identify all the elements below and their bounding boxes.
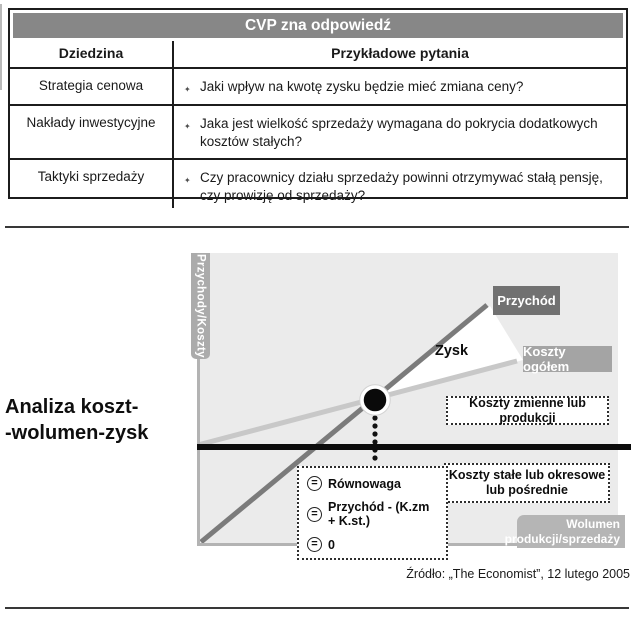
column-header-questions: Przykładowe pytania	[331, 45, 469, 61]
question-text: Jaki wpływ na kwotę zysku będzie mieć zm…	[200, 79, 524, 94]
section-divider-rule	[5, 226, 629, 228]
fixed-costs-label-line1: Koszty stałe lub okresowe	[448, 468, 606, 482]
page-edge-artifact	[0, 4, 2, 90]
variable-costs-box: Koszty zmienne lub produkcji	[446, 396, 609, 425]
breakeven-projection-dotted-line	[372, 415, 378, 461]
fixed-costs-line	[197, 444, 631, 450]
equals-circle-icon: =	[307, 476, 322, 491]
figure-caption-line2: -wolumen-zysk	[5, 422, 149, 444]
figure-caption-line1: Analiza koszt-	[5, 396, 139, 418]
legend-row: = 0	[307, 537, 440, 552]
table-title: CVP zna odpowiedź	[13, 13, 623, 38]
x-axis-label-tag: Wolumen produkcji/sprzedaży	[505, 515, 625, 548]
table-row-domain: Strategia cenowa	[10, 67, 174, 104]
profit-label: Zysk	[435, 343, 469, 359]
table-row-question: ✦ Czy pracownicy działu sprzedaży powinn…	[174, 158, 626, 208]
legend-row: = Przychód - (K.zm + K.st.)	[307, 500, 440, 528]
source-citation: Źródło: „The Economist”, 12 lutego 2005	[406, 567, 630, 581]
y-axis-label-tab: Przychody/Koszty	[191, 253, 210, 359]
legend-label: Równowaga	[328, 476, 401, 491]
equals-circle-icon: =	[307, 506, 322, 522]
fixed-costs-box: Koszty stałe lub okresowe lub pośrednie	[444, 463, 610, 503]
breakeven-dot-halo	[359, 384, 391, 416]
table-row-domain: Taktyki sprzedaży	[10, 158, 174, 208]
cvp-table: CVP zna odpowiedź Dziedzina Przykładowe …	[8, 8, 628, 208]
legend-row: = Równowaga	[307, 476, 440, 491]
diamond-bullet-icon: ✦	[184, 176, 191, 185]
profit-wedge	[375, 306, 523, 400]
x-axis-label-line2: produkcji/sprzedaży	[504, 531, 620, 546]
figure-caption: Analiza koszt- -wolumen-zysk	[5, 394, 148, 446]
table-row-question: ✦ Jaka jest wielkość sprzedaży wymagana …	[174, 104, 626, 158]
y-axis-label: Przychody/Koszty	[194, 254, 207, 358]
total-costs-tag: Koszty ogółem	[523, 344, 612, 374]
revenue-line	[200, 303, 489, 543]
revenue-tag: Przychód	[493, 286, 560, 315]
legend-label: 0	[328, 537, 335, 552]
equals-circle-icon: =	[307, 537, 322, 552]
legend-label: Przychód - (K.zm + K.st.)	[328, 500, 430, 528]
table-row-question: ✦ Jaki wpływ na kwotę zysku będzie mieć …	[174, 67, 626, 104]
breakeven-equation-box: = Równowaga = Przychód - (K.zm + K.st.) …	[297, 466, 448, 560]
diamond-bullet-icon: ✦	[184, 85, 191, 94]
diamond-bullet-icon: ✦	[184, 122, 191, 131]
variable-costs-label: Koszty zmienne lub produkcji	[469, 395, 586, 425]
breakeven-dot	[360, 385, 390, 415]
bottom-rule	[5, 607, 629, 609]
x-axis-label-line1: Wolumen	[566, 516, 620, 531]
cvp-chart-canvas	[200, 303, 523, 543]
column-header-domain: Dziedzina	[10, 41, 174, 67]
total-costs-line	[200, 358, 518, 448]
question-text: Czy pracownicy działu sprzedaży powinni …	[200, 170, 603, 203]
table-row-domain: Nakłady inwestycyjne	[10, 104, 174, 158]
question-text: Jaka jest wielkość sprzedaży wymagana do…	[200, 116, 598, 149]
table-grid: Dziedzina Przykładowe pytania Strategia …	[10, 41, 626, 208]
fixed-costs-label-line2: lub pośrednie	[486, 483, 568, 497]
